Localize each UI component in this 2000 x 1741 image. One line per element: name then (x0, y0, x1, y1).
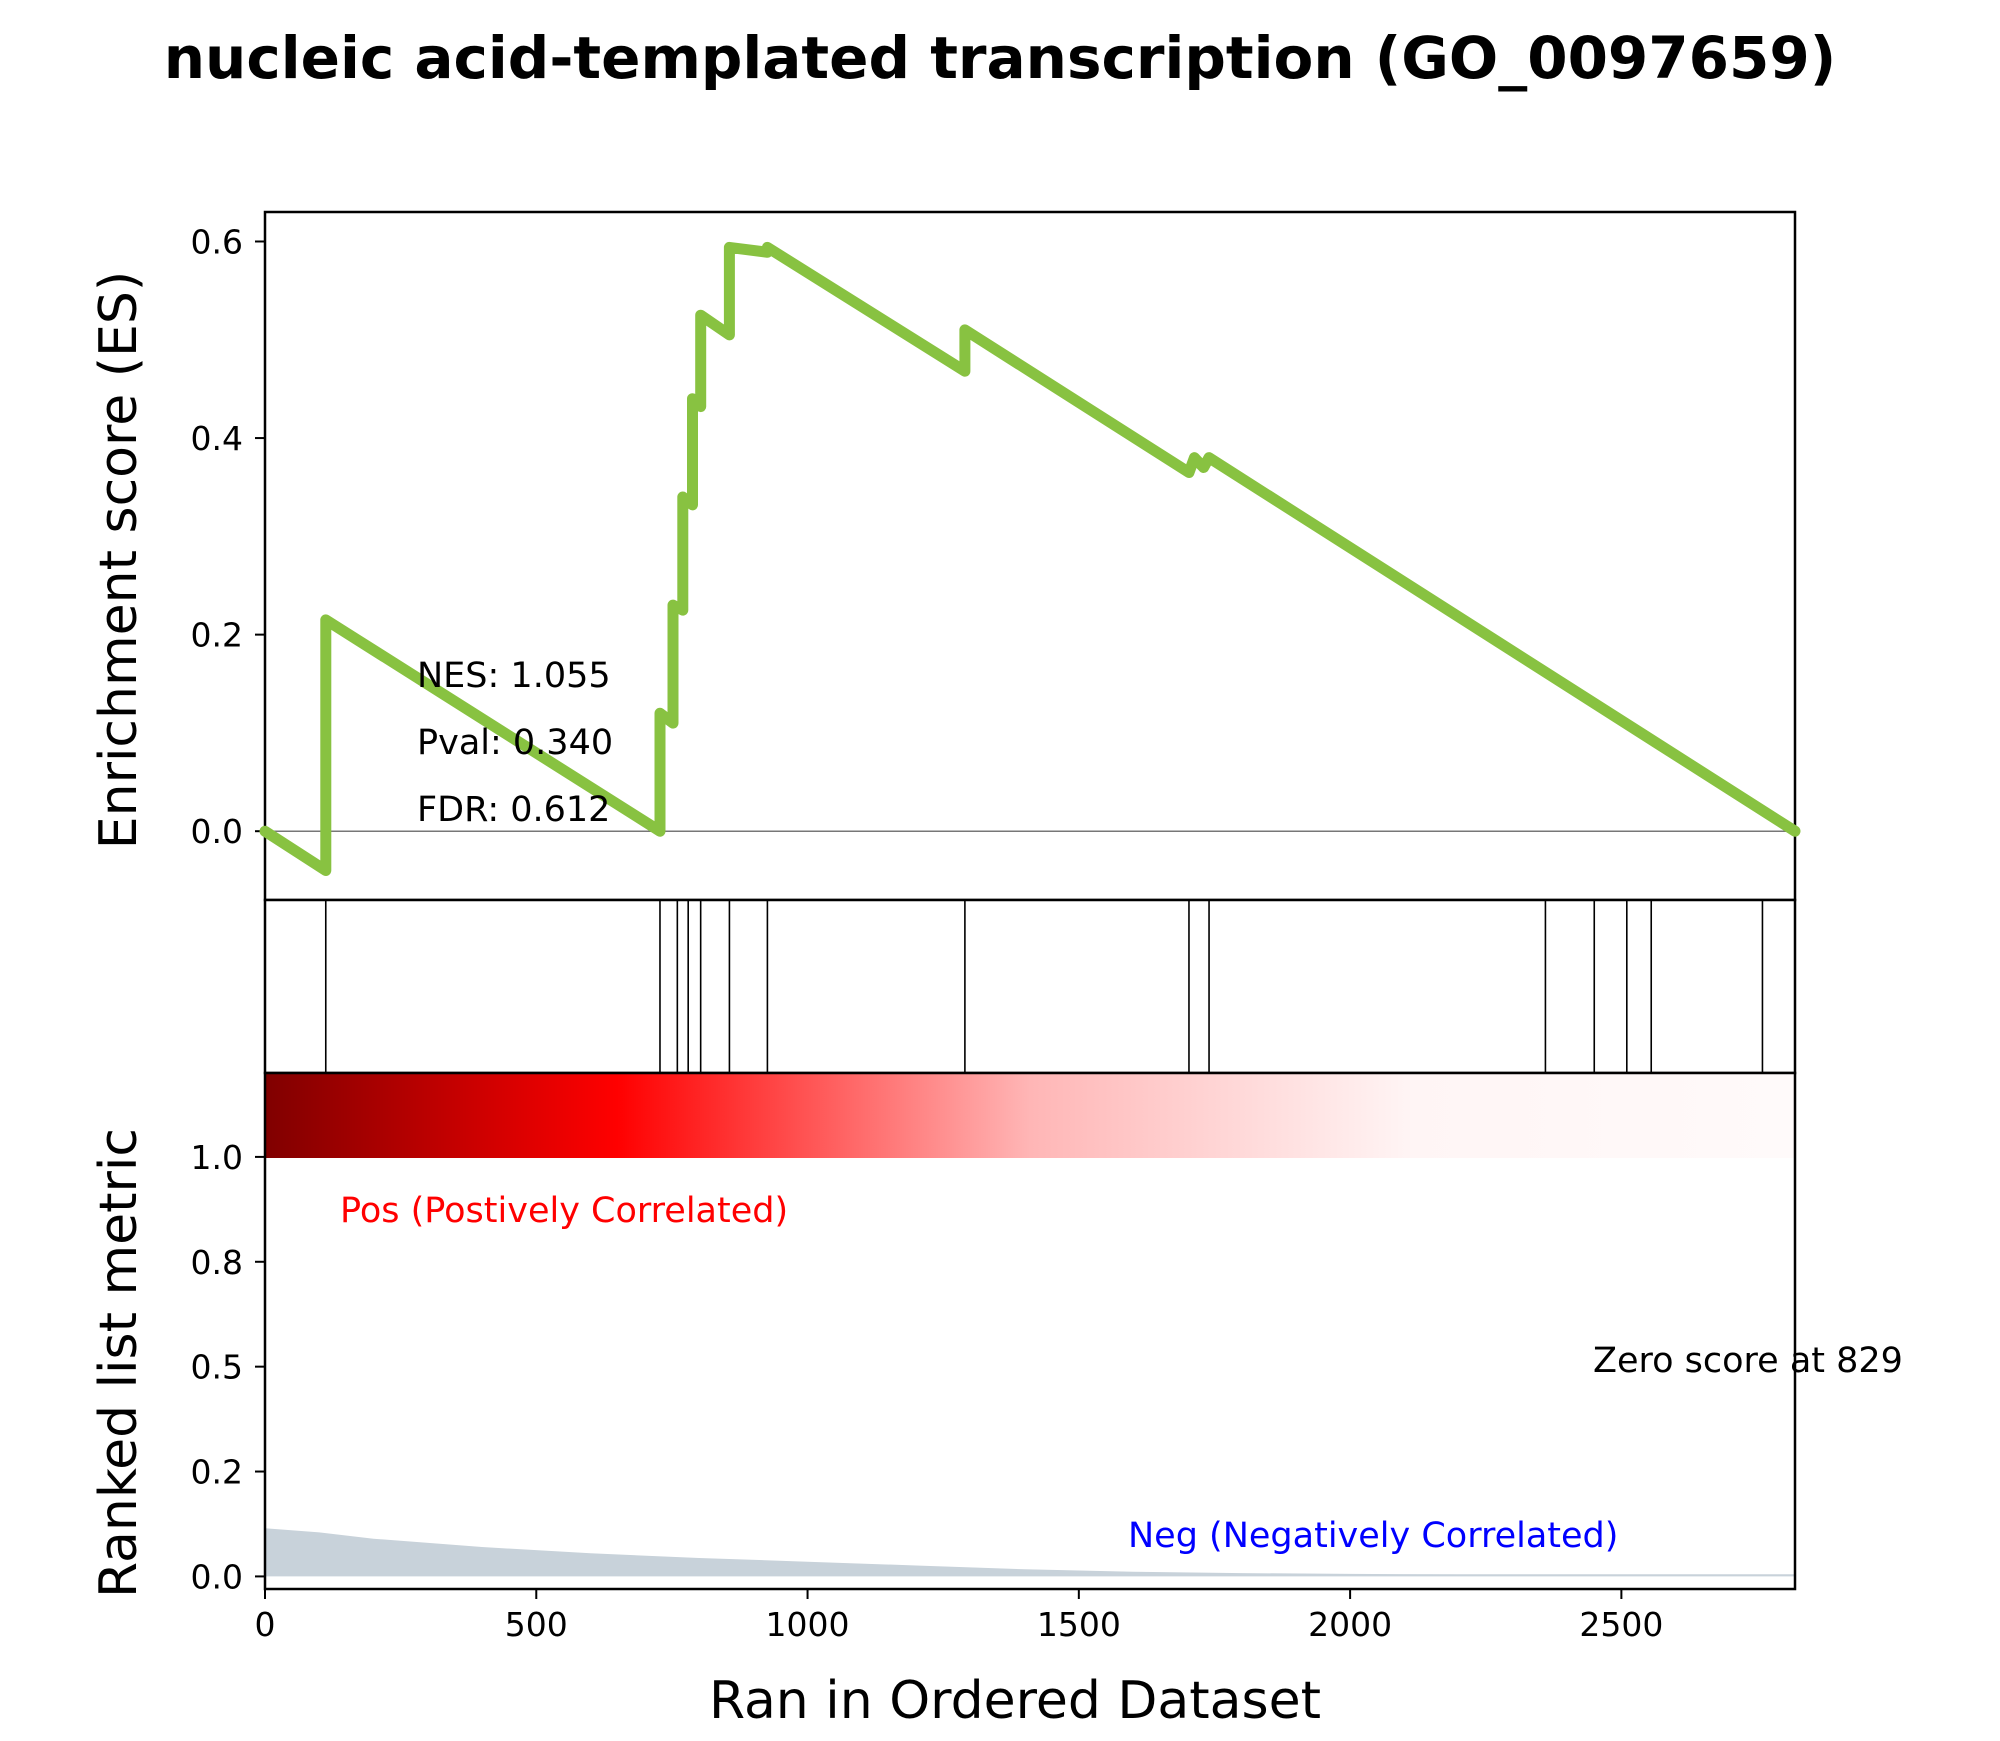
pos-correlated-label: Pos (Postively Correlated) (340, 1191, 788, 1231)
x-tick-label: 2500 (1579, 1605, 1663, 1644)
x-tick-label: 1000 (766, 1605, 850, 1644)
es-curve (259, 241, 1801, 876)
rank-heatmap (265, 1073, 1795, 1158)
es-panel: 0.0 0.2 0.4 0.6 (191, 210, 1801, 902)
x-axis-label: Ran in Ordered Dataset (709, 1671, 1321, 1731)
rank-ytick-label: 1.0 (191, 1138, 243, 1177)
rank-background (265, 1073, 1795, 1589)
fdr-annotation: FDR: 0.612 (417, 790, 610, 830)
nes-annotation: NES: 1.055 (417, 656, 611, 696)
x-tick-label: 500 (505, 1605, 568, 1644)
es-axis-label: Enrichment score (ES) (89, 271, 149, 849)
x-tick-label: 0 (255, 1605, 276, 1644)
neg-correlated-label: Neg (Negatively Correlated) (1128, 1516, 1618, 1556)
rank-ytick-label: 0.2 (191, 1453, 243, 1492)
hits-panel (263, 898, 1797, 1075)
zero-score-label: Zero score at 829 (1593, 1341, 1903, 1381)
rank-ytick-label: 0.0 (191, 1557, 243, 1596)
rank-frame (263, 1071, 1797, 1591)
pval-annotation: Pval: 0.340 (417, 723, 613, 763)
rank-panel: 0.0 0.2 0.5 0.8 1.0 (191, 1071, 1797, 1596)
es-ytick-label: 0.2 (191, 616, 243, 655)
es-ytick-label: 0.0 (191, 812, 243, 851)
rank-ytick-label: 0.8 (191, 1243, 243, 1282)
x-tick-label: 2000 (1308, 1605, 1392, 1644)
x-axis: 0 500 1000 1500 2000 2500 (255, 1589, 1663, 1644)
es-ytick-label: 0.6 (191, 222, 243, 261)
x-tick-label: 1500 (1037, 1605, 1121, 1644)
es-frame (263, 210, 1797, 902)
es-ytick-label: 0.4 (191, 419, 243, 458)
rank-ytick-label: 0.5 (191, 1348, 243, 1387)
rank-metric-area (265, 1528, 1795, 1577)
chart-title: nucleic acid-templated transcription (GO… (164, 24, 1836, 92)
rank-axis-label: Ranked list metric (89, 1128, 149, 1598)
hits-frame (263, 898, 1797, 1075)
